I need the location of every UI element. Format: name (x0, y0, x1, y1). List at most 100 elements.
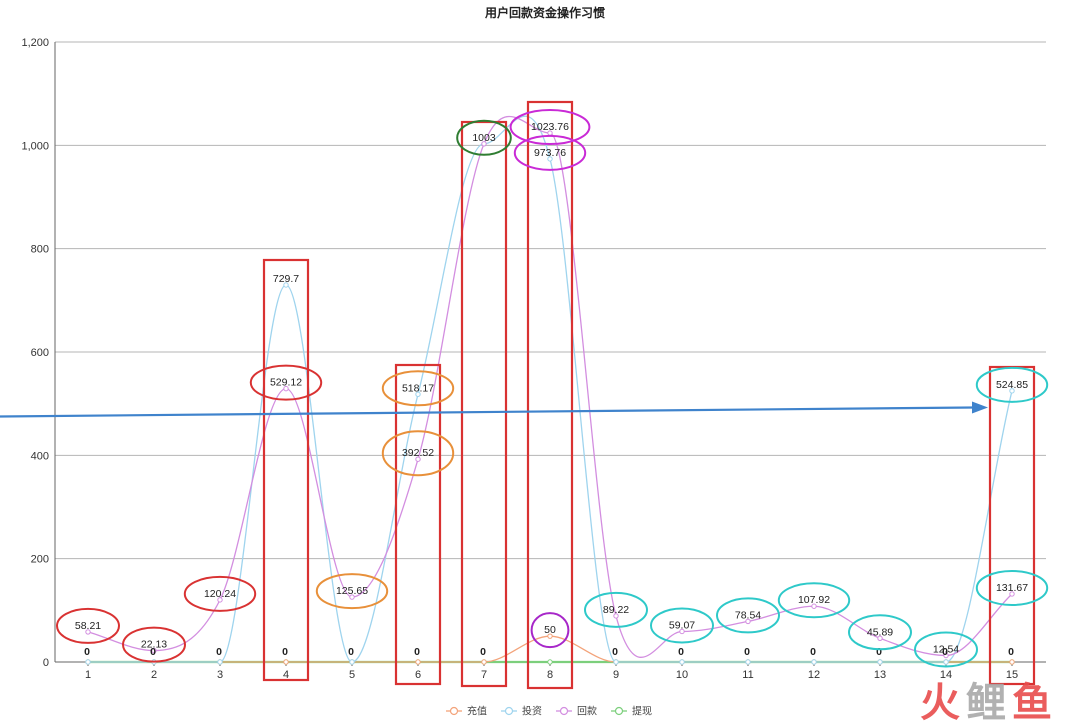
data-point (547, 659, 553, 665)
zero-label: 0 (942, 646, 948, 658)
highlight-ellipse (315, 573, 389, 610)
y-tick-label: 0 (43, 657, 49, 669)
legend-item[interactable]: 投资 (501, 705, 542, 718)
y-tick-label: 800 (31, 244, 49, 256)
watermark: 火鲤鱼 (920, 681, 1052, 725)
zero-label: 0 (480, 646, 486, 658)
highlight-column (526, 100, 574, 690)
y-tick-label: 1,000 (21, 140, 49, 152)
zero-label: 0 (744, 646, 750, 658)
legend-swatch-marker (614, 706, 624, 716)
data-label: 107.92 (798, 594, 830, 606)
x-tick-label: 12 (808, 669, 820, 681)
legend-label: 投资 (522, 705, 542, 718)
zero-label: 0 (810, 646, 816, 658)
highlight-ellipse (381, 430, 455, 477)
data-label: 125.65 (336, 585, 368, 597)
watermark-logo: 鲤 (966, 681, 1006, 725)
x-tick-label: 11 (742, 669, 753, 681)
highlight-ellipse (183, 575, 257, 612)
data-point (547, 633, 553, 639)
data-point (613, 613, 619, 619)
zero-label: 0 (612, 646, 618, 658)
legend[interactable]: 充值 投资 回款 提现 (446, 705, 652, 718)
data-point (415, 456, 421, 462)
legend-item[interactable]: 提现 (611, 706, 652, 718)
highlight-ellipse (975, 569, 1049, 606)
zero-label: 0 (876, 646, 882, 658)
y-tick-label: 400 (31, 450, 49, 462)
zero-label: 0 (678, 646, 684, 658)
highlight-ellipse (513, 134, 587, 171)
data-point (1009, 591, 1015, 597)
grid: 0 200 400 600 800 1,000 1,200 (21, 37, 1046, 669)
axes: 1 2 3 4 5 6 7 8 9 10 11 12 13 14 15 (54, 42, 1046, 681)
zero-label: 0 (282, 646, 288, 658)
legend-label: 回款 (577, 705, 597, 718)
legend-label: 充值 (467, 705, 487, 718)
x-tick-label: 9 (613, 669, 619, 681)
trend-arrow (0, 401, 988, 418)
highlight-ellipse (848, 614, 912, 651)
highlight-ellipse (530, 612, 570, 649)
highlight-ellipse (122, 626, 186, 663)
legend-swatch-marker (504, 706, 514, 716)
highlight-column (262, 258, 310, 682)
data-label: 12.54 (933, 644, 959, 656)
highlight-ellipse (456, 119, 512, 156)
highlight-column (460, 120, 508, 688)
data-point (943, 652, 949, 659)
data-point (679, 628, 685, 635)
zero-label: 0 (150, 646, 156, 658)
x-tick-label: 4 (283, 669, 289, 681)
data-point (217, 659, 223, 665)
data-label: 729.7 (273, 273, 299, 285)
data-label: 392.52 (402, 447, 434, 459)
highlight-ellipse (56, 607, 120, 644)
legend-item[interactable]: 充值 (446, 705, 487, 718)
data-label: 131.67 (996, 582, 1028, 594)
highlight-ellipse (777, 582, 851, 619)
data-point (547, 156, 553, 162)
data-point (481, 141, 487, 147)
data-label: 78.54 (735, 609, 761, 621)
data-label: 1003 (472, 132, 496, 144)
data-point (415, 391, 421, 397)
data-point (415, 659, 421, 665)
data-point (217, 597, 223, 603)
data-point (943, 659, 949, 665)
arrow-line (0, 406, 975, 418)
arrow-head (972, 401, 988, 414)
x-tick-label: 5 (349, 669, 355, 681)
y-tick-label: 600 (31, 347, 49, 359)
x-tick-label: 6 (415, 669, 421, 681)
zero-label: 0 (1008, 646, 1014, 658)
data-point (283, 282, 289, 288)
highlight-ellipse (716, 597, 780, 634)
legend-swatch-marker (449, 706, 459, 716)
series-lines (85, 115, 1015, 665)
zero-label: 0 (84, 646, 90, 658)
data-point (877, 659, 883, 665)
x-tick-label: 7 (481, 669, 487, 681)
legend-swatch-marker (559, 706, 569, 716)
data-label: 529.12 (270, 377, 302, 389)
data-point (745, 618, 751, 625)
data-point (283, 385, 289, 392)
data-label: 1023.76 (531, 121, 569, 133)
data-label: 524.85 (996, 379, 1028, 391)
x-tick-label: 10 (676, 669, 688, 681)
zero-label: 0 (216, 646, 222, 658)
data-point (151, 647, 157, 654)
highlight-ellipse (509, 109, 591, 146)
watermark-logo: 火 (920, 681, 960, 725)
highlight-ellipse (650, 607, 714, 644)
data-label: 45.89 (867, 626, 893, 638)
data-label: 518.17 (402, 382, 434, 394)
legend-item[interactable]: 回款 (556, 705, 597, 718)
data-point (811, 603, 817, 609)
data-point (613, 659, 619, 665)
data-label: 22.13 (141, 639, 167, 651)
highlight-ellipse (584, 591, 648, 628)
